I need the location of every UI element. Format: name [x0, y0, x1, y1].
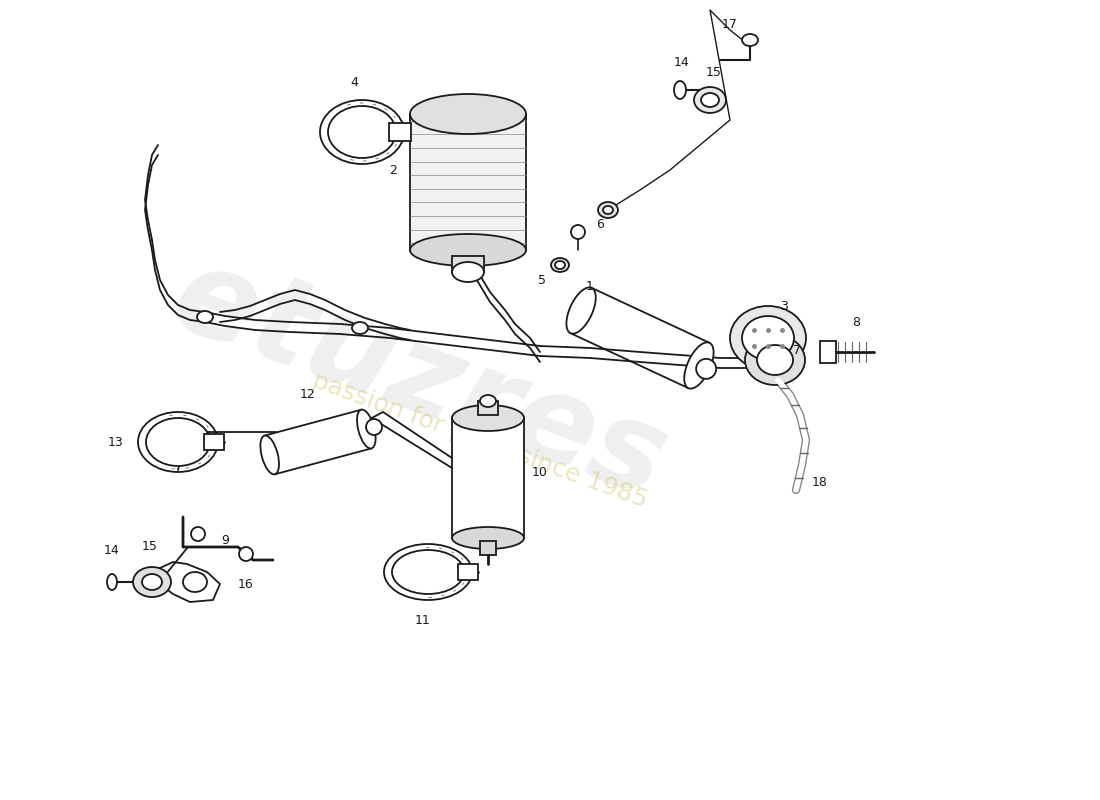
Text: passion for parts since 1985: passion for parts since 1985: [309, 368, 651, 512]
Text: 8: 8: [852, 315, 860, 329]
Ellipse shape: [392, 550, 464, 594]
Ellipse shape: [183, 572, 207, 592]
Ellipse shape: [328, 106, 396, 158]
Ellipse shape: [556, 261, 565, 269]
Bar: [458, 564, 478, 580]
Text: 14: 14: [104, 543, 120, 557]
Ellipse shape: [261, 435, 279, 474]
Ellipse shape: [603, 206, 613, 214]
Text: etuzres: etuzres: [157, 237, 682, 523]
Bar: [410, 114, 526, 250]
Ellipse shape: [352, 322, 368, 334]
Text: 17: 17: [722, 18, 738, 31]
Bar: [204, 434, 224, 450]
Ellipse shape: [107, 574, 117, 590]
Text: 9: 9: [221, 534, 229, 546]
Text: 1: 1: [586, 279, 594, 293]
Ellipse shape: [197, 311, 213, 323]
Text: 7: 7: [793, 343, 801, 357]
Ellipse shape: [358, 410, 375, 449]
Text: 15: 15: [706, 66, 722, 78]
Bar: [480, 541, 496, 555]
Text: 11: 11: [415, 614, 431, 626]
Text: 16: 16: [238, 578, 254, 590]
Ellipse shape: [410, 234, 526, 266]
Text: 12: 12: [300, 387, 316, 401]
Ellipse shape: [598, 202, 618, 218]
Text: 13: 13: [108, 435, 124, 449]
Bar: [478, 401, 498, 415]
Ellipse shape: [694, 87, 726, 113]
Ellipse shape: [191, 527, 205, 541]
Ellipse shape: [551, 258, 569, 272]
Ellipse shape: [452, 527, 524, 549]
Ellipse shape: [757, 345, 793, 375]
Text: 2: 2: [389, 163, 397, 177]
Bar: [452, 256, 484, 272]
Bar: [264, 410, 372, 474]
Bar: [571, 288, 710, 388]
Text: 6: 6: [596, 218, 604, 230]
Ellipse shape: [452, 262, 484, 282]
Text: 15: 15: [142, 541, 158, 554]
Ellipse shape: [452, 405, 524, 431]
Bar: [820, 341, 836, 363]
Ellipse shape: [133, 567, 170, 597]
Ellipse shape: [742, 316, 794, 360]
Bar: [389, 123, 411, 141]
Bar: [452, 418, 524, 538]
Ellipse shape: [566, 287, 596, 334]
Ellipse shape: [684, 342, 714, 389]
Text: 5: 5: [538, 274, 546, 286]
Text: 4: 4: [350, 75, 358, 89]
Ellipse shape: [239, 547, 253, 561]
Ellipse shape: [410, 94, 526, 134]
Ellipse shape: [571, 225, 585, 239]
Ellipse shape: [142, 574, 162, 590]
Text: 18: 18: [812, 475, 828, 489]
Ellipse shape: [480, 395, 496, 407]
Ellipse shape: [742, 34, 758, 46]
Ellipse shape: [366, 419, 382, 435]
Ellipse shape: [146, 418, 210, 466]
Ellipse shape: [701, 93, 719, 107]
Ellipse shape: [674, 81, 686, 99]
Ellipse shape: [696, 359, 716, 379]
Text: 10: 10: [532, 466, 548, 479]
Text: 3: 3: [780, 299, 788, 313]
Ellipse shape: [745, 335, 805, 385]
Text: 14: 14: [674, 55, 690, 69]
Ellipse shape: [730, 306, 806, 370]
